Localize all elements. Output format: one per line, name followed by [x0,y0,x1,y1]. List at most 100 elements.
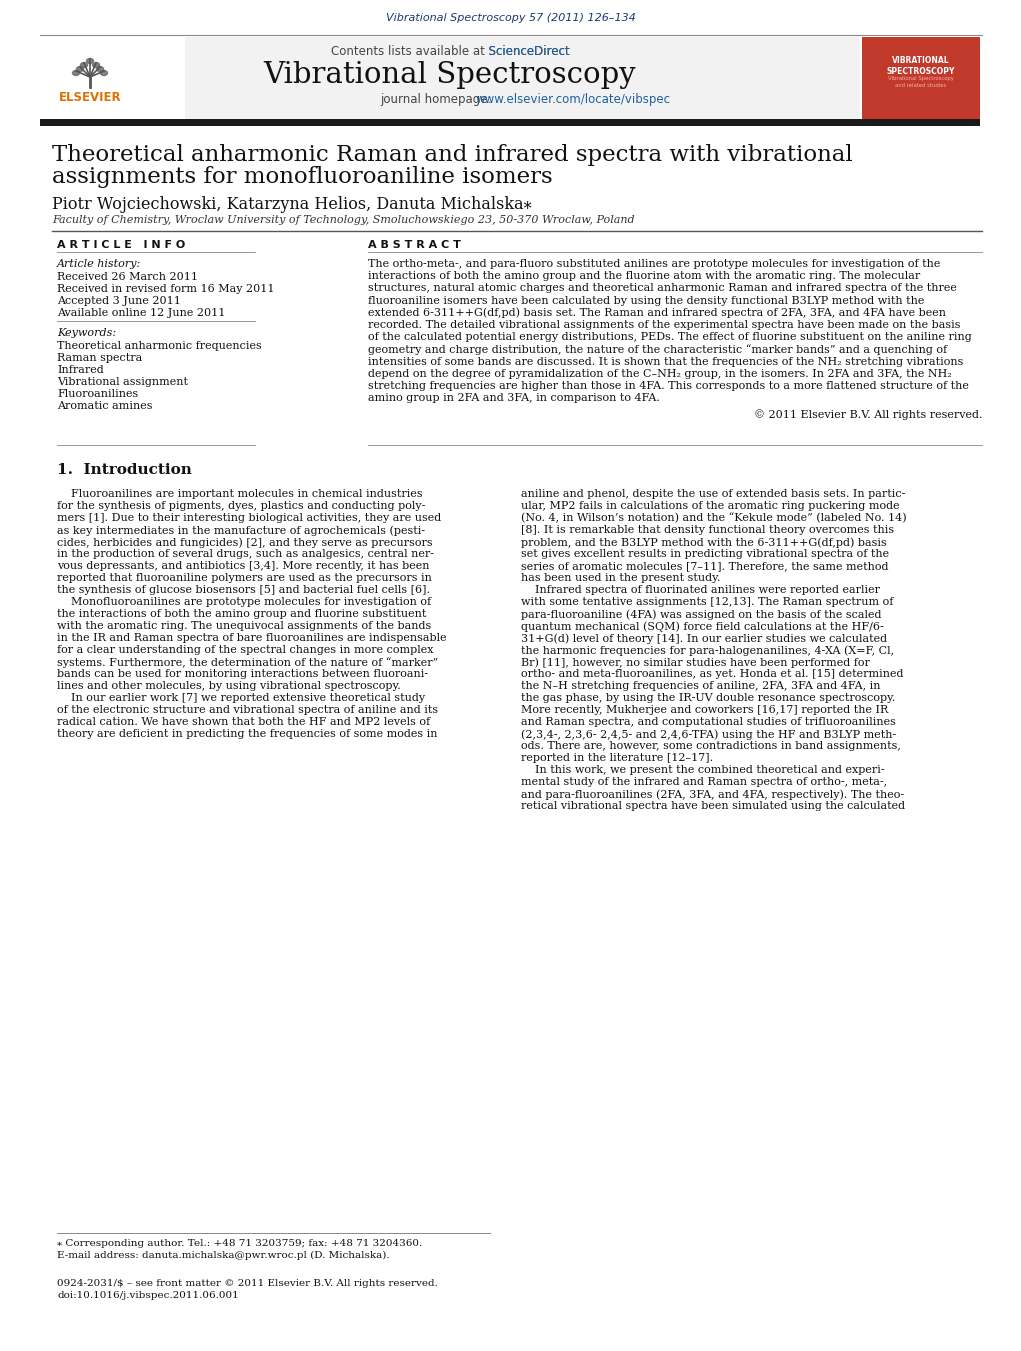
Text: set gives excellent results in predicting vibrational spectra of the: set gives excellent results in predictin… [521,549,889,559]
Text: the interactions of both the amino group and fluorine substituent: the interactions of both the amino group… [57,609,427,619]
Ellipse shape [77,66,84,72]
Text: and para-fluoroanilines (2FA, 3FA, and 4FA, respectively). The theo-: and para-fluoroanilines (2FA, 3FA, and 4… [521,789,905,800]
Text: ortho- and meta-fluoroanilines, as yet. Honda et al. [15] determined: ortho- and meta-fluoroanilines, as yet. … [521,669,904,680]
Text: (2,3,4-, 2,3,6- 2,4,5- and 2,4,6-TFA) using the HF and B3LYP meth-: (2,3,4-, 2,3,6- 2,4,5- and 2,4,6-TFA) us… [521,730,896,739]
Text: doi:10.1016/j.vibspec.2011.06.001: doi:10.1016/j.vibspec.2011.06.001 [57,1292,239,1300]
Text: amino group in 2FA and 3FA, in comparison to 4FA.: amino group in 2FA and 3FA, in compariso… [368,393,660,403]
Text: ELSEVIER: ELSEVIER [58,91,121,104]
Text: radical cation. We have shown that both the HF and MP2 levels of: radical cation. We have shown that both … [57,717,430,727]
Text: © 2011 Elsevier B.V. All rights reserved.: © 2011 Elsevier B.V. All rights reserved… [753,409,982,420]
Text: lines and other molecules, by using vibrational spectroscopy.: lines and other molecules, by using vibr… [57,681,401,690]
Text: series of aromatic molecules [7–11]. Therefore, the same method: series of aromatic molecules [7–11]. The… [521,561,888,571]
Ellipse shape [72,70,80,76]
Text: A B S T R A C T: A B S T R A C T [368,240,460,250]
Text: the N–H stretching frequencies of aniline, 2FA, 3FA and 4FA, in: the N–H stretching frequencies of anilin… [521,681,880,690]
Text: mers [1]. Due to their interesting biological activities, they are used: mers [1]. Due to their interesting biolo… [57,513,441,523]
Text: intensities of some bands are discussed. It is shown that the frequencies of the: intensities of some bands are discussed.… [368,357,964,366]
Text: Fluoroanilines are important molecules in chemical industries: Fluoroanilines are important molecules i… [57,489,423,499]
Text: 31+G(d) level of theory [14]. In our earlier studies we calculated: 31+G(d) level of theory [14]. In our ear… [521,634,887,643]
Bar [40,36,860,119]
Text: extended 6-311++G(df,pd) basis set. The Raman and infrared spectra of 2FA, 3FA, : extended 6-311++G(df,pd) basis set. The … [368,308,946,319]
Text: Received in revised form 16 May 2011: Received in revised form 16 May 2011 [57,284,275,295]
Text: of the electronic structure and vibrational spectra of aniline and its: of the electronic structure and vibratio… [57,705,438,715]
Text: structures, natural atomic charges and theoretical anharmonic Raman and infrared: structures, natural atomic charges and t… [368,284,957,293]
Text: Br) [11], however, no similar studies have been performed for: Br) [11], however, no similar studies ha… [521,657,870,667]
Text: theory are deficient in predicting the frequencies of some modes in: theory are deficient in predicting the f… [57,730,438,739]
Text: In our earlier work [7] we reported extensive theoretical study: In our earlier work [7] we reported exte… [57,693,425,703]
Text: Vibrational Spectroscopy 57 (2011) 126–134: Vibrational Spectroscopy 57 (2011) 126–1… [386,14,636,23]
Text: and Raman spectra, and computational studies of trifluoroanilines: and Raman spectra, and computational stu… [521,717,895,727]
Text: Accepted 3 June 2011: Accepted 3 June 2011 [57,296,181,305]
Text: stretching frequencies are higher than those in 4FA. This corresponds to a more : stretching frequencies are higher than t… [368,381,969,390]
Bar [40,119,980,126]
Text: problem, and the B3LYP method with the 6-311++G(df,pd) basis: problem, and the B3LYP method with the 6… [521,536,887,547]
Text: Keywords:: Keywords: [57,328,116,338]
Text: ods. There are, however, some contradictions in band assignments,: ods. There are, however, some contradict… [521,740,901,751]
Text: cides, herbicides and fungicides) [2], and they serve as precursors: cides, herbicides and fungicides) [2], a… [57,536,433,547]
Text: Article history:: Article history: [57,259,141,269]
Text: mental study of the infrared and Raman spectra of ortho-, meta-,: mental study of the infrared and Raman s… [521,777,887,788]
Text: [8]. It is remarkable that density functional theory overcomes this: [8]. It is remarkable that density funct… [521,526,894,535]
Text: in the production of several drugs, such as analgesics, central ner-: in the production of several drugs, such… [57,549,434,559]
Text: Contents lists available at ScienceDirect: Contents lists available at ScienceDirec… [331,45,570,58]
Ellipse shape [93,62,99,68]
Text: 0924-2031/$ – see front matter © 2011 Elsevier B.V. All rights reserved.: 0924-2031/$ – see front matter © 2011 El… [57,1279,438,1288]
Text: Theoretical anharmonic Raman and infrared spectra with vibrational: Theoretical anharmonic Raman and infrare… [52,145,853,166]
Text: Infrared spectra of fluorinated anilines were reported earlier: Infrared spectra of fluorinated anilines… [521,585,880,594]
Text: para-fluoroaniline (4FA) was assigned on the basis of the scaled: para-fluoroaniline (4FA) was assigned on… [521,609,881,620]
Ellipse shape [87,58,94,63]
Text: Vibrational Spectroscopy
and related studies: Vibrational Spectroscopy and related stu… [888,76,954,88]
Text: The ortho-meta-, and para-fluoro substituted anilines are prototype molecules fo: The ortho-meta-, and para-fluoro substit… [368,259,940,269]
Ellipse shape [100,70,107,76]
Text: ular, MP2 fails in calculations of the aromatic ring puckering mode: ular, MP2 fails in calculations of the a… [521,501,900,511]
Text: A R T I C L E   I N F O: A R T I C L E I N F O [57,240,185,250]
Text: with some tentative assignments [12,13]. The Raman spectrum of: with some tentative assignments [12,13].… [521,597,893,607]
Text: retical vibrational spectra have been simulated using the calculated: retical vibrational spectra have been si… [521,801,906,811]
Text: quantum mechanical (SQM) force field calculations at the HF/6-: quantum mechanical (SQM) force field cal… [521,621,884,631]
Text: Faculty of Chemistry, Wroclaw University of Technology, Smoluchowskiego 23, 50-3: Faculty of Chemistry, Wroclaw University… [52,215,635,226]
Text: ⁎ Corresponding author. Tel.: +48 71 3203759; fax: +48 71 3204360.: ⁎ Corresponding author. Tel.: +48 71 320… [57,1239,423,1248]
Text: ScienceDirect: ScienceDirect [331,45,570,58]
Text: More recently, Mukherjee and coworkers [16,17] reported the IR: More recently, Mukherjee and coworkers [… [521,705,888,715]
Text: In this work, we present the combined theoretical and experi-: In this work, we present the combined th… [521,765,884,775]
Text: recorded. The detailed vibrational assignments of the experimental spectra have : recorded. The detailed vibrational assig… [368,320,961,330]
Text: geometry and charge distribution, the nature of the characteristic “marker bands: geometry and charge distribution, the na… [368,345,947,355]
Bar [862,36,980,119]
Text: Vibrational assignment: Vibrational assignment [57,377,188,386]
Text: fluoroaniline isomers have been calculated by using the density functional B3LYP: fluoroaniline isomers have been calculat… [368,296,924,305]
Text: systems. Furthermore, the determination of the nature of “marker”: systems. Furthermore, the determination … [57,657,438,667]
Text: in the IR and Raman spectra of bare fluoroanilines are indispensable: in the IR and Raman spectra of bare fluo… [57,634,446,643]
Text: with the aromatic ring. The unequivocal assignments of the bands: with the aromatic ring. The unequivocal … [57,621,431,631]
Text: Infrared: Infrared [57,365,104,376]
Text: bands can be used for monitoring interactions between fluoroani-: bands can be used for monitoring interac… [57,669,428,680]
Text: as key intermediates in the manufacture of agrochemicals (pesti-: as key intermediates in the manufacture … [57,526,425,535]
Text: interactions of both the amino group and the fluorine atom with the aromatic rin: interactions of both the amino group and… [368,272,920,281]
Text: for the synthesis of pigments, dyes, plastics and conducting poly-: for the synthesis of pigments, dyes, pla… [57,501,426,511]
Text: Piotr Wojciechowski, Katarzyna Helios, Danuta Michalska⁎: Piotr Wojciechowski, Katarzyna Helios, D… [52,196,532,213]
Text: Vibrational Spectroscopy: Vibrational Spectroscopy [263,61,636,89]
Text: VIBRATIONAL
SPECTROSCOPY: VIBRATIONAL SPECTROSCOPY [887,55,956,76]
Text: assignments for monofluoroaniline isomers: assignments for monofluoroaniline isomer… [52,166,552,188]
Text: (No. 4, in Wilson’s notation) and the “Kekule mode” (labeled No. 14): (No. 4, in Wilson’s notation) and the “K… [521,513,907,524]
Text: vous depressants, and antibiotics [3,4]. More recently, it has been: vous depressants, and antibiotics [3,4].… [57,561,430,571]
Text: the harmonic frequencies for para-halogenanilines, 4-XA (X=F, Cl,: the harmonic frequencies for para-haloge… [521,644,894,655]
Text: Monofluoroanilines are prototype molecules for investigation of: Monofluoroanilines are prototype molecul… [57,597,431,607]
Text: Fluoroanilines: Fluoroanilines [57,389,138,399]
Ellipse shape [97,66,103,72]
Text: reported in the literature [12–17].: reported in the literature [12–17]. [521,753,713,763]
Text: has been used in the present study.: has been used in the present study. [521,573,721,584]
Text: reported that fluoroaniline polymers are used as the precursors in: reported that fluoroaniline polymers are… [57,573,432,584]
Text: Raman spectra: Raman spectra [57,353,142,363]
Text: depend on the degree of pyramidalization of the C–NH₂ group, in the isomers. In : depend on the degree of pyramidalization… [368,369,952,378]
Text: Available online 12 June 2011: Available online 12 June 2011 [57,308,226,317]
Text: www.elsevier.com/locate/vibspec: www.elsevier.com/locate/vibspec [475,93,670,105]
Text: 1.  Introduction: 1. Introduction [57,463,192,477]
Text: of the calculated potential energy distributions, PEDs. The effect of fluorine s: of the calculated potential energy distr… [368,332,972,342]
Text: for a clear understanding of the spectral changes in more complex: for a clear understanding of the spectra… [57,644,434,655]
Text: Aromatic amines: Aromatic amines [57,401,152,411]
Text: E-mail address: danuta.michalska@pwr.wroc.pl (D. Michalska).: E-mail address: danuta.michalska@pwr.wro… [57,1251,390,1260]
Text: Received 26 March 2011: Received 26 March 2011 [57,272,198,282]
Text: the gas phase, by using the IR-UV double resonance spectroscopy.: the gas phase, by using the IR-UV double… [521,693,895,703]
Ellipse shape [81,62,88,68]
Text: journal homepage:: journal homepage: [380,93,495,105]
